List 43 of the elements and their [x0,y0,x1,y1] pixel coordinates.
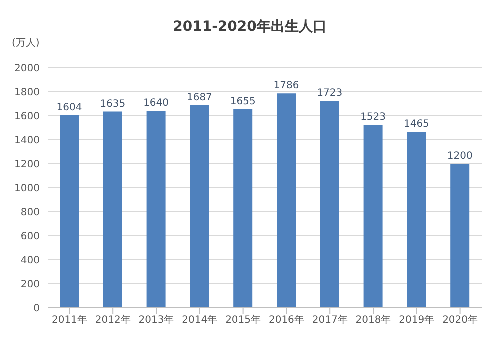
y-tick-label: 0 [34,304,40,315]
bar [103,112,122,308]
chart-title: 2011-2020年出生人口 [172,18,328,36]
y-tick-label: 1400 [14,136,40,147]
x-tick-label: 2020年 [442,314,478,326]
y-tick-label: 2000 [14,64,40,75]
y-tick-label: 600 [20,232,40,243]
bar [320,101,340,308]
data-label: 1640 [144,98,170,110]
data-label: 1604 [56,102,82,114]
bar [450,164,470,308]
x-tick-label: 2017年 [312,314,348,326]
x-tick-label: 2012年 [95,314,131,326]
y-tick-label: 800 [20,208,40,219]
data-label: 1723 [317,88,343,100]
bar [60,116,79,308]
x-tick-label: 2016年 [268,314,304,326]
y-tick-label: 1200 [14,160,40,171]
data-label: 1465 [404,119,430,130]
y-tick-label: 200 [20,280,40,291]
y-tick-label: 400 [20,256,40,267]
x-tick-label: 2018年 [356,314,392,326]
data-label: 1523 [360,112,386,124]
bar [146,111,166,308]
y-tick-label: 1000 [14,184,40,195]
bar [364,125,383,308]
bar [277,94,296,308]
bar [190,106,210,308]
x-tick-label: 2011年 [52,314,88,326]
data-label: 1786 [274,80,300,92]
y-tick-label: 1600 [14,112,40,123]
x-tick-label: 2013年 [138,314,174,326]
y-axis-title: (万人) [12,37,40,50]
data-label: 1635 [100,98,126,110]
y-tick-label: 1800 [14,88,40,99]
bar [407,132,426,308]
data-label: 1655 [230,96,256,108]
x-tick-label: 2019年 [399,314,435,326]
x-tick-label: 2014年 [182,314,218,326]
data-label: 1200 [447,151,473,162]
bar [234,109,253,308]
x-tick-label: 2015年 [226,314,262,326]
data-label: 1687 [186,92,212,104]
